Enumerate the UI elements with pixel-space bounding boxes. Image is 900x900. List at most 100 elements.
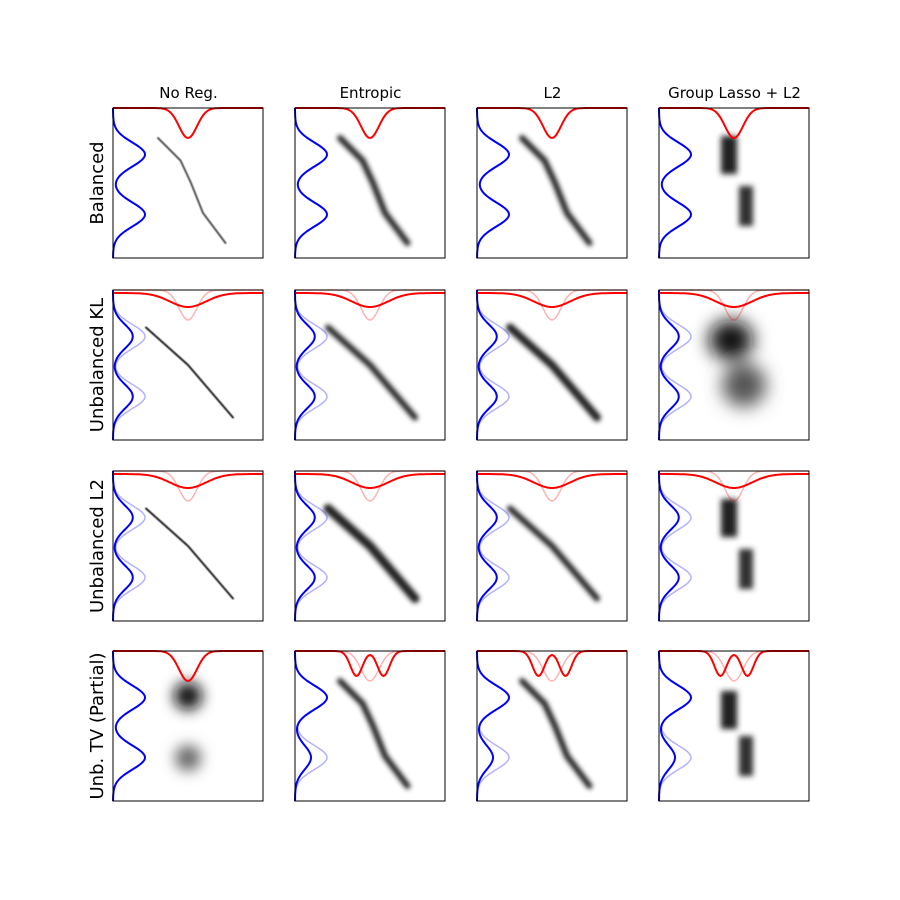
row-label-unbalanced-kl: Unbalanced KL — [87, 297, 108, 433]
plan-band — [145, 507, 234, 600]
source-marginal-curve — [112, 108, 147, 259]
source-marginal-curve — [294, 651, 329, 801]
panel-r4-c4 — [658, 650, 810, 802]
column-title-group-lasso: Group Lasso + L2 — [668, 84, 801, 102]
source-marginal-original — [658, 471, 692, 622]
transport-plan — [519, 678, 593, 789]
target-marginal-original — [477, 470, 627, 502]
plan-blob — [709, 320, 753, 360]
target-marginal-curve — [295, 650, 445, 678]
source-marginal-original — [294, 290, 328, 441]
transport-plan — [337, 135, 411, 246]
plan-band — [519, 678, 593, 789]
axes-frame — [476, 650, 628, 802]
target-marginal-curve — [477, 292, 627, 308]
source-marginal-curve — [294, 108, 329, 259]
axes-frame — [294, 470, 446, 622]
target-marginal-curve — [113, 107, 263, 140]
plan-block — [739, 186, 753, 226]
target-marginal-curve — [113, 292, 263, 308]
transport-plan — [325, 324, 418, 421]
axes-frame — [294, 650, 446, 802]
target-marginal-curve — [295, 292, 445, 308]
target-marginal-curve — [477, 473, 627, 489]
axes-frame — [658, 107, 810, 259]
source-marginal-original — [476, 471, 510, 622]
axes-frame — [476, 289, 628, 441]
panel-r3-c4 — [658, 470, 810, 622]
axes-frame — [658, 289, 810, 441]
plan-block — [721, 499, 737, 537]
target-marginal-original — [295, 470, 445, 502]
transport-plan — [709, 320, 766, 407]
transport-plan — [323, 504, 420, 603]
transport-plan — [519, 135, 593, 246]
axes-frame — [658, 650, 810, 802]
plan-band — [506, 323, 601, 422]
axes-frame — [112, 470, 264, 622]
panel-r2-c1 — [112, 289, 264, 441]
source-marginal-curve — [476, 471, 498, 621]
source-marginal-curve — [294, 471, 316, 621]
axes-frame — [476, 107, 628, 259]
transport-plan — [174, 682, 202, 771]
target-marginal-original — [295, 289, 445, 321]
source-marginal-curve — [476, 651, 511, 801]
transport-plan — [157, 137, 227, 244]
panel-r3-c2 — [294, 470, 446, 622]
plan-blob — [174, 682, 202, 710]
target-marginal-original — [477, 289, 627, 321]
source-marginal-original — [112, 290, 146, 441]
transport-plan — [721, 691, 753, 776]
source-marginal-curve — [476, 290, 498, 440]
transport-plan — [506, 323, 601, 422]
target-marginal-original — [113, 650, 263, 682]
axes-frame — [112, 107, 264, 259]
transport-plan — [337, 678, 411, 789]
panel-r3-c3 — [476, 470, 628, 622]
transport-plan — [145, 326, 234, 419]
target-marginal-curve — [659, 292, 809, 308]
source-marginal-curve — [112, 651, 147, 802]
panel-r1-c3 — [476, 107, 628, 259]
target-marginal-curve — [659, 650, 809, 678]
plan-block — [739, 549, 753, 589]
source-marginal-curve — [294, 290, 316, 440]
panel-r1-c4 — [658, 107, 810, 259]
row-label-unb-tv: Unb. TV (Partial) — [87, 652, 108, 800]
plan-band — [325, 324, 418, 421]
transport-plan — [507, 505, 600, 602]
panel-r4-c3 — [476, 650, 628, 802]
panel-r3-c1 — [112, 470, 264, 622]
target-marginal-original — [113, 289, 263, 321]
source-marginal-curve — [658, 108, 693, 259]
transport-plan — [721, 499, 753, 589]
row-label-unbalanced-l2: Unbalanced L2 — [87, 478, 108, 614]
source-marginal-original — [476, 290, 510, 441]
transport-plan — [721, 136, 753, 226]
panel-r4-c2 — [294, 650, 446, 802]
target-marginal-curve — [659, 473, 809, 489]
source-marginal-original — [294, 471, 328, 622]
plan-band — [519, 135, 593, 246]
plan-band — [157, 137, 227, 244]
source-marginal-curve — [658, 651, 693, 801]
plan-blob — [722, 363, 766, 407]
target-marginal-curve — [113, 473, 263, 489]
source-marginal-curve — [112, 471, 134, 621]
axes-frame — [294, 289, 446, 441]
column-title-no-reg: No Reg. — [159, 84, 218, 102]
panel-r2-c4 — [658, 289, 810, 441]
plan-band — [145, 326, 234, 419]
panel-r2-c2 — [294, 289, 446, 441]
panel-r1-c1 — [112, 107, 264, 259]
source-marginal-curve — [658, 471, 680, 621]
plan-block — [721, 136, 737, 174]
plan-block — [721, 691, 737, 729]
source-marginal-original — [658, 290, 692, 441]
axes-frame — [294, 107, 446, 259]
axes-frame — [658, 470, 810, 622]
plan-blob — [175, 745, 201, 771]
target-marginal-original — [659, 289, 809, 321]
